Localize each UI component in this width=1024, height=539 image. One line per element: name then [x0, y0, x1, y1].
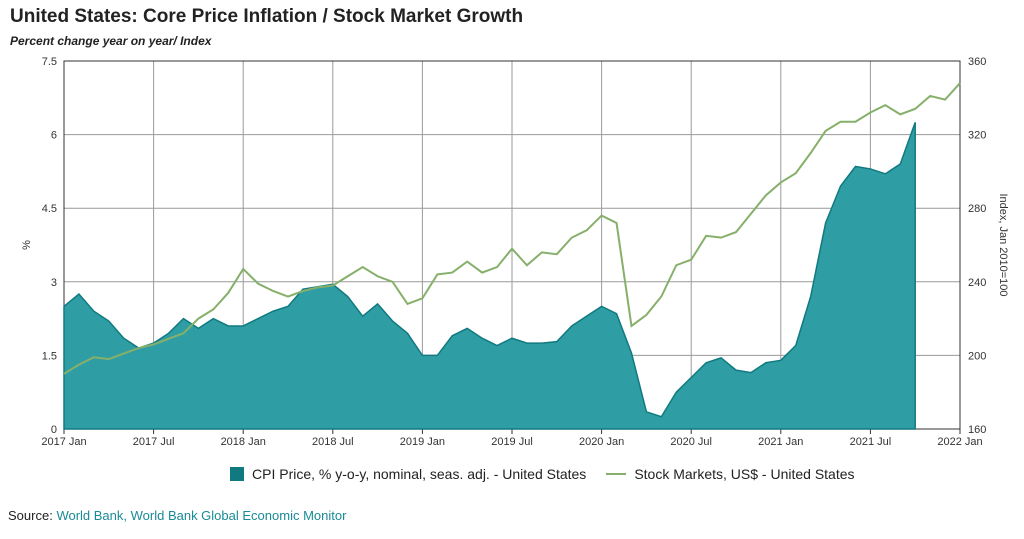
chart-subtitle: Percent change year on year/ Index	[10, 34, 212, 48]
x-tick-label: 2020 Jul	[670, 436, 712, 448]
cpi-area	[63, 122, 916, 430]
right-tick-label: 200	[968, 350, 986, 362]
legend-cpi-label: CPI Price, % y-o-y, nominal, seas. adj. …	[252, 466, 587, 482]
left-tick-label: 7.5	[42, 56, 57, 68]
legend: CPI Price, % y-o-y, nominal, seas. adj. …	[230, 466, 855, 482]
source-note: Source: World Bank, World Bank Global Ec…	[8, 508, 346, 523]
right-tick-label: 280	[968, 203, 986, 215]
x-tick-label: 2017 Jul	[133, 436, 175, 448]
x-tick-label: 2021 Jul	[850, 436, 892, 448]
right-tick-label: 160	[968, 424, 986, 436]
source-label: Source:	[8, 508, 53, 523]
chart-title: United States: Core Price Inflation / St…	[10, 6, 524, 27]
x-tick-label: 2019 Jan	[400, 436, 445, 448]
left-tick-label: 4.5	[42, 203, 57, 215]
left-tick-label: 3	[51, 277, 57, 289]
stock-line	[63, 82, 961, 375]
x-tick-label: 2017 Jan	[41, 436, 86, 448]
legend-stock-label: Stock Markets, US$ - United States	[634, 466, 855, 482]
right-tick-label: 320	[968, 130, 986, 142]
legend-cpi-swatch	[230, 467, 244, 481]
x-tick-label: 2018 Jan	[221, 436, 266, 448]
x-tick-label: 2018 Jul	[312, 436, 354, 448]
left-tick-label: 0	[51, 424, 57, 436]
source-link[interactable]: World Bank, World Bank Global Economic M…	[56, 508, 347, 523]
x-tick-label: 2022 Jan	[937, 436, 982, 448]
x-tick-label: 2019 Jul	[491, 436, 533, 448]
x-tick-label: 2021 Jan	[758, 436, 803, 448]
legend-stock-swatch	[606, 473, 627, 475]
left-axis-label: %	[21, 240, 33, 250]
x-tick-label: 2020 Jan	[579, 436, 624, 448]
right-tick-label: 360	[968, 56, 986, 68]
right-tick-label: 240	[968, 277, 986, 289]
right-axis-label: Index, Jan 2010=100	[997, 193, 1009, 296]
left-tick-label: 6	[51, 130, 57, 142]
left-tick-label: 1.5	[42, 350, 57, 362]
